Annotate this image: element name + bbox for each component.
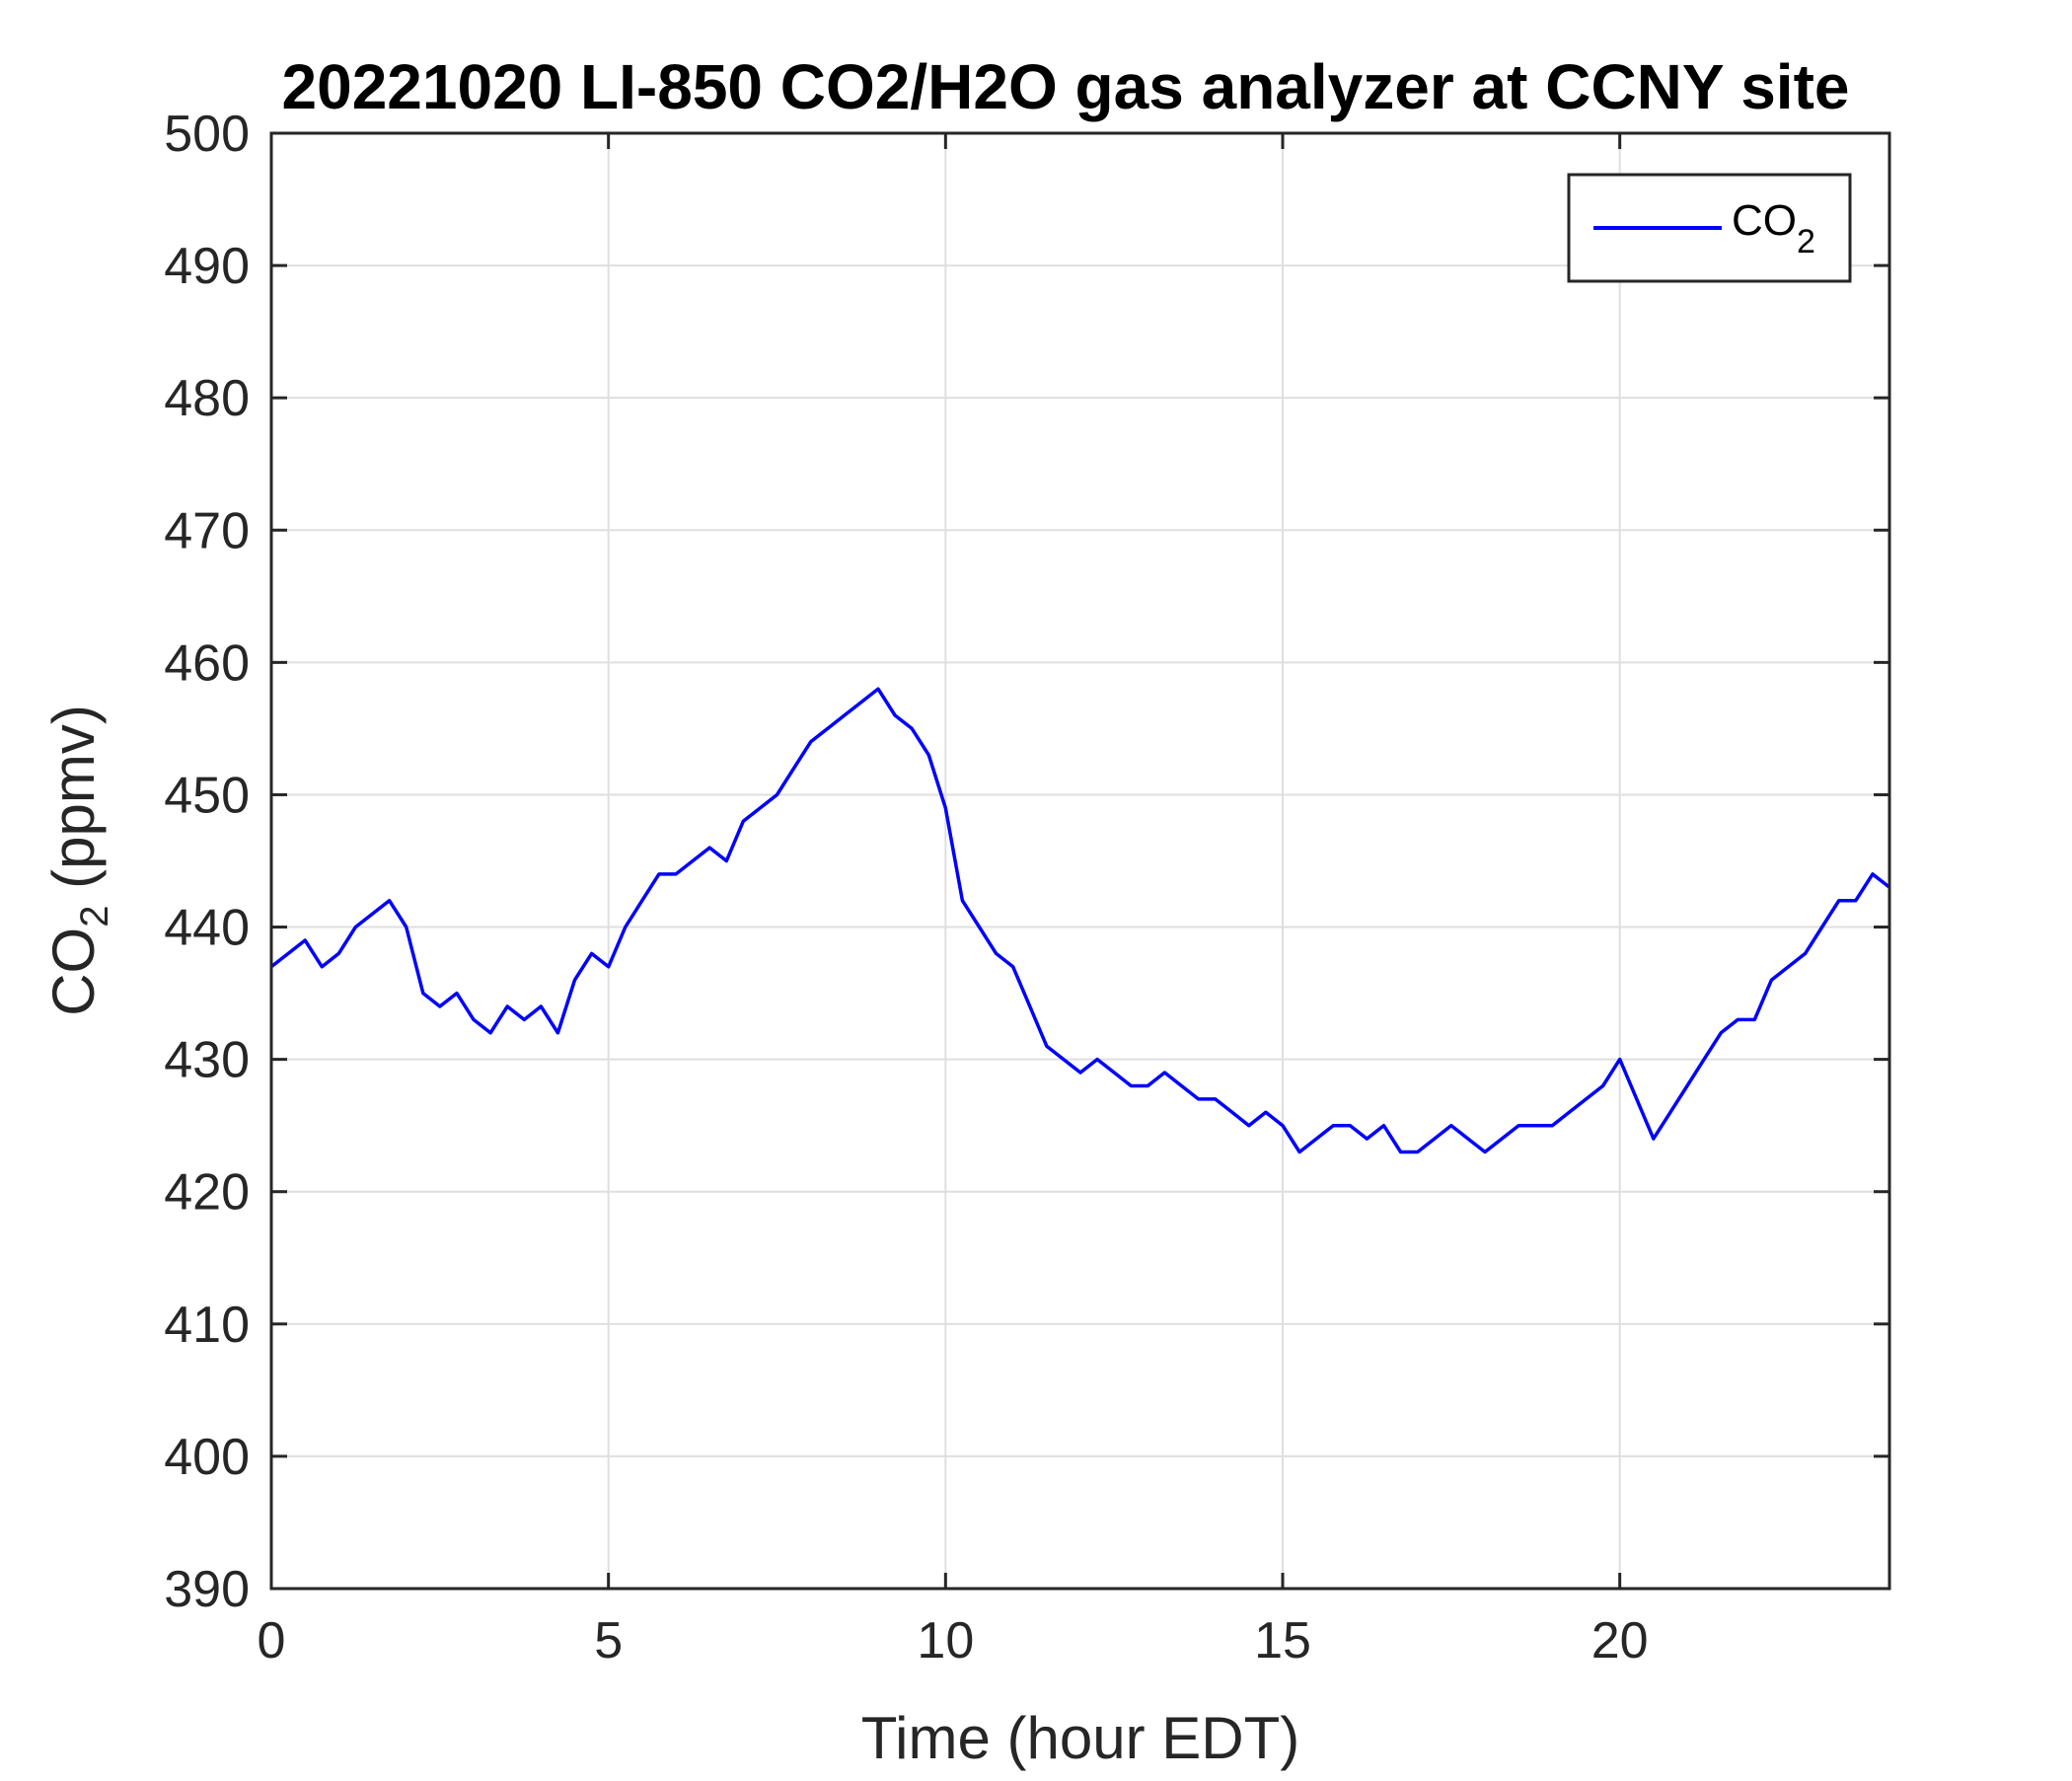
y-axis-label-base: CO [40, 928, 107, 1016]
chart-title: 20221020 LI-850 CO2/H2O gas analyzer at … [282, 51, 1850, 122]
legend: CO2 [1567, 173, 1852, 283]
y-tick-label: 500 [164, 106, 250, 163]
y-tick-label: 470 [164, 502, 250, 559]
x-tick-label: 0 [258, 1612, 286, 1670]
x-tick-label: 20 [1591, 1612, 1649, 1670]
x-tick-label: 10 [917, 1612, 974, 1670]
y-tick-label: 440 [164, 900, 250, 957]
plot-area [271, 133, 1889, 1589]
y-tick-label: 430 [164, 1032, 250, 1089]
y-tick-label: 400 [164, 1429, 250, 1486]
y-tick-label: 480 [164, 370, 250, 427]
legend-label-base: CO [1732, 196, 1797, 245]
y-tick-label: 420 [164, 1164, 250, 1222]
x-tick-label: 15 [1254, 1612, 1311, 1670]
x-axis-label: Time (hour EDT) [861, 1705, 1300, 1771]
y-tick-label: 390 [164, 1561, 250, 1618]
legend-label-subscript: 2 [1797, 223, 1815, 260]
plot-frame [269, 131, 1891, 1591]
y-tick-label: 410 [164, 1297, 250, 1354]
ticks: 0 5 10 15 20 390 400 410 420 430 440 450 460 470 480 49… [164, 106, 1889, 1670]
y-tick-label: 490 [164, 238, 250, 295]
y-axis-label-unit: (ppmv) [40, 705, 107, 905]
legend-label-co2: CO2 [1732, 196, 1815, 260]
data-layer [269, 687, 1891, 1154]
series-line-co2 [269, 687, 1891, 1154]
y-tick-label: 460 [164, 634, 250, 692]
x-tick-label: 5 [594, 1612, 623, 1670]
y-axis-label-subscript: 2 [73, 906, 116, 928]
y-tick-label: 450 [164, 767, 250, 824]
y-axis-label: CO2 (ppmv) [40, 705, 116, 1016]
